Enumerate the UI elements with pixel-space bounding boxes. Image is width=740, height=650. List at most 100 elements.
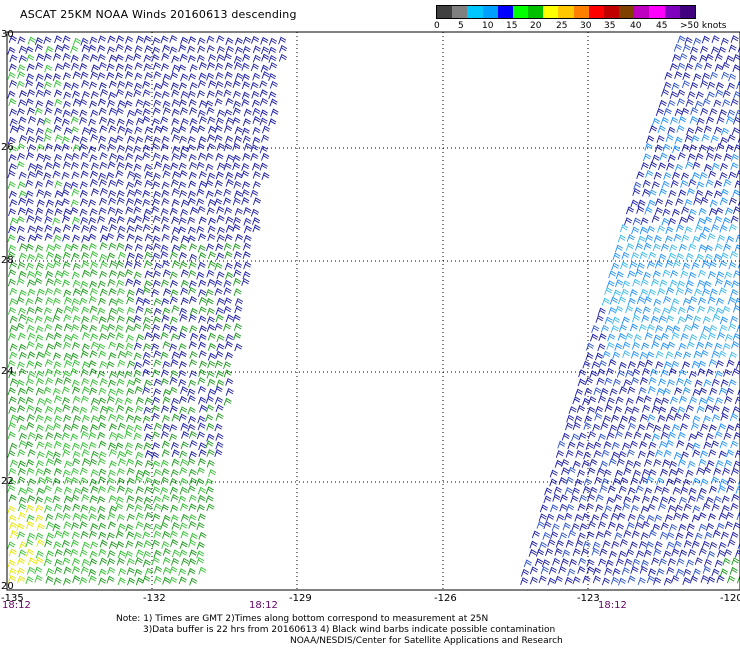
- wind-barb: [604, 377, 613, 386]
- wind-barb: [144, 179, 153, 188]
- wind-barb: [566, 503, 575, 512]
- wind-barb: [8, 567, 17, 576]
- wind-barb: [724, 459, 733, 468]
- wind-barb: [730, 162, 739, 171]
- wind-barb: [124, 162, 133, 171]
- wind-barb: [17, 460, 26, 469]
- wind-barb: [34, 277, 43, 286]
- wind-barb: [108, 423, 118, 431]
- wind-barb: [719, 478, 728, 487]
- wind-barb: [26, 306, 35, 315]
- wind-barb: [208, 217, 217, 226]
- wind-barb: [714, 63, 723, 72]
- wind-barb: [205, 395, 214, 404]
- wind-barb: [243, 207, 252, 215]
- wind-barb: [689, 396, 698, 405]
- wind-barb: [704, 341, 713, 350]
- wind-barb: [252, 217, 261, 225]
- wind-barb: [169, 34, 178, 43]
- wind-barb: [135, 540, 144, 549]
- wind-barb: [646, 514, 655, 523]
- wind-barb: [538, 541, 547, 550]
- wind-barb: [180, 287, 189, 296]
- wind-barb: [722, 557, 731, 566]
- wind-barb: [674, 387, 683, 395]
- wind-barb: [179, 53, 188, 62]
- wind-barb: [735, 109, 740, 118]
- wind-barb: [215, 62, 224, 71]
- colorbar-segment: [482, 6, 498, 18]
- wind-barb: [259, 109, 268, 118]
- wind-barb: [143, 442, 152, 450]
- wind-barb: [117, 523, 126, 532]
- wind-barb: [702, 467, 712, 475]
- wind-barb: [71, 188, 80, 197]
- wind-barb: [53, 406, 63, 415]
- wind-barb: [117, 577, 126, 586]
- wind-barb: [198, 369, 207, 377]
- wind-barb: [99, 253, 108, 262]
- wind-barb: [604, 287, 613, 295]
- wind-barb: [97, 35, 107, 44]
- wind-barb: [241, 81, 251, 90]
- wind-barb: [242, 251, 251, 259]
- wind-barb: [43, 467, 52, 476]
- wind-barb: [581, 460, 590, 468]
- wind-barb: [689, 296, 698, 304]
- wind-barb: [106, 532, 115, 541]
- wind-barb: [72, 144, 81, 152]
- wind-barb: [607, 521, 616, 530]
- wind-barb: [718, 387, 727, 396]
- wind-barb: [716, 271, 725, 280]
- wind-barb: [179, 313, 188, 322]
- wind-barb: [144, 270, 153, 279]
- wind-barb: [706, 523, 715, 531]
- wind-barb: [709, 541, 718, 550]
- wind-barb: [197, 37, 206, 46]
- wind-barb: [223, 89, 232, 98]
- wind-barb: [610, 414, 620, 423]
- colorbar-segment: [558, 6, 574, 18]
- colorbar-segment: [619, 6, 635, 18]
- wind-barb: [124, 350, 133, 359]
- wind-barb: [567, 530, 577, 538]
- wind-barb: [125, 278, 134, 287]
- wind-barb: [682, 44, 691, 53]
- wind-barb: [700, 423, 709, 432]
- wind-barb: [169, 530, 178, 539]
- wind-barb: [659, 152, 668, 161]
- wind-barb: [224, 109, 233, 118]
- wind-barb: [232, 80, 241, 89]
- wind-barb: [660, 116, 669, 125]
- wind-barb: [682, 72, 691, 80]
- wind-barb: [207, 260, 216, 269]
- wind-barb: [252, 197, 262, 206]
- wind-barb: [215, 314, 224, 323]
- wind-barb: [115, 72, 124, 81]
- wind-barb: [18, 45, 27, 54]
- wind-barb: [124, 243, 133, 252]
- wind-barb: [715, 307, 724, 316]
- wind-barb: [625, 548, 635, 557]
- wind-barb: [601, 297, 610, 306]
- wind-barb: [108, 495, 117, 503]
- wind-barb: [80, 243, 89, 252]
- wind-barb: [270, 108, 279, 117]
- wind-barb: [152, 181, 161, 189]
- wind-barb: [179, 152, 188, 161]
- colorbar-segment: [649, 6, 665, 18]
- wind-barb: [35, 387, 44, 396]
- wind-barb: [621, 251, 630, 260]
- wind-barb: [720, 127, 730, 136]
- wind-barb: [52, 161, 61, 170]
- wind-barb: [705, 179, 714, 188]
- wind-barb: [205, 414, 214, 423]
- wind-barb: [170, 82, 179, 91]
- wind-barb: [118, 568, 127, 576]
- wind-barb: [729, 566, 738, 575]
- wind-barb: [80, 350, 89, 359]
- wind-barb: [34, 270, 43, 279]
- wind-barb: [35, 252, 44, 261]
- wind-barb: [27, 332, 36, 341]
- wind-barb: [45, 244, 55, 252]
